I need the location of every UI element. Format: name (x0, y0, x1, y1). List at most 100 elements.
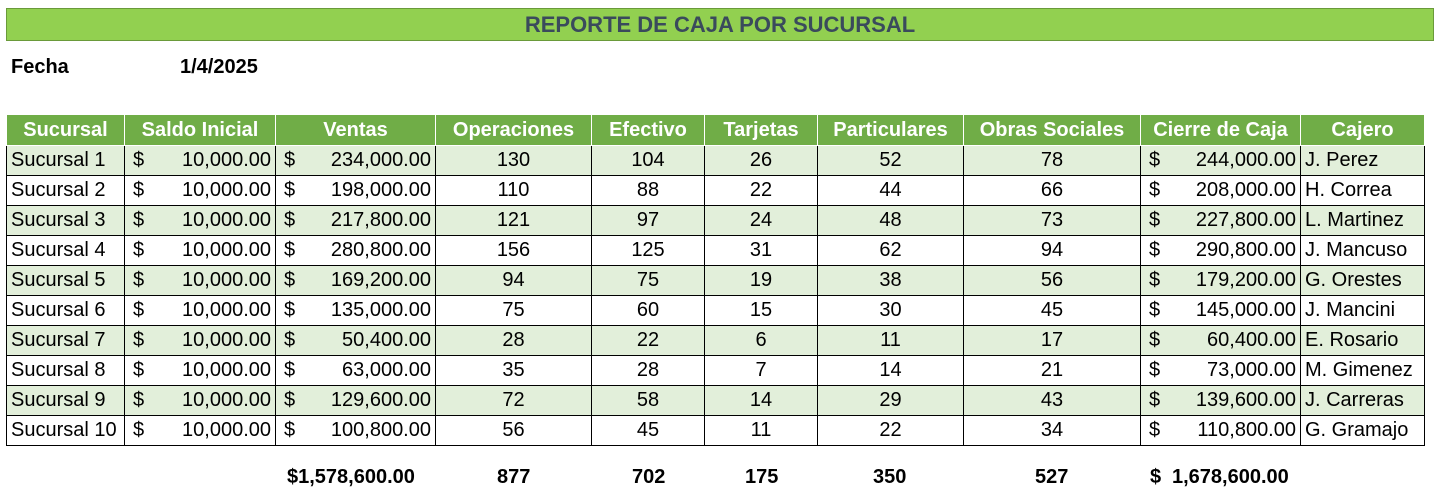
cell-obras[interactable]: 56 (963, 265, 1141, 296)
cell-saldo[interactable]: $10,000.00 (124, 385, 276, 416)
cell-tarjetas[interactable]: 7 (704, 355, 818, 386)
cell-particulares[interactable]: 30 (817, 295, 964, 326)
cell-cierre[interactable]: $227,800.00 (1140, 205, 1301, 236)
cell-efectivo[interactable]: 58 (591, 385, 705, 416)
cell-sucursal[interactable]: Sucursal 5 (6, 265, 125, 296)
total-ventas[interactable]: $1,578,600.00 (287, 466, 415, 488)
cell-tarjetas[interactable]: 15 (704, 295, 818, 326)
header-cell[interactable]: Saldo Inicial (124, 114, 276, 146)
cell-sucursal[interactable]: Sucursal 8 (6, 355, 125, 386)
cell-sucursal[interactable]: Sucursal 1 (6, 145, 125, 176)
cell-saldo[interactable]: $10,000.00 (124, 325, 276, 356)
total-tarjetas[interactable]: 175 (745, 466, 779, 488)
cell-operaciones[interactable]: 56 (435, 415, 592, 446)
cell-cajero[interactable]: G. Gramajo (1300, 415, 1425, 446)
cell-particulares[interactable]: 44 (817, 175, 964, 206)
cell-saldo[interactable]: $10,000.00 (124, 205, 276, 236)
cell-tarjetas[interactable]: 19 (704, 265, 818, 296)
cell-saldo[interactable]: $10,000.00 (124, 295, 276, 326)
cell-cajero[interactable]: M. Gimenez (1300, 355, 1425, 386)
header-cell[interactable]: Particulares (817, 114, 964, 146)
cell-cierre[interactable]: $110,800.00 (1140, 415, 1301, 446)
cell-efectivo[interactable]: 45 (591, 415, 705, 446)
cell-saldo[interactable]: $10,000.00 (124, 415, 276, 446)
cell-tarjetas[interactable]: 31 (704, 235, 818, 266)
cell-particulares[interactable]: 52 (817, 145, 964, 176)
cell-particulares[interactable]: 48 (817, 205, 964, 236)
cell-cierre[interactable]: $73,000.00 (1140, 355, 1301, 386)
total-particulares[interactable]: 350 (873, 466, 907, 488)
cell-sucursal[interactable]: Sucursal 7 (6, 325, 125, 356)
cell-cierre[interactable]: $179,200.00 (1140, 265, 1301, 296)
total-cierre-symbol[interactable]: $ (1150, 466, 1162, 488)
cell-operaciones[interactable]: 121 (435, 205, 592, 236)
cell-tarjetas[interactable]: 24 (704, 205, 818, 236)
cell-ventas[interactable]: $234,000.00 (275, 145, 436, 176)
cell-operaciones[interactable]: 94 (435, 265, 592, 296)
cell-particulares[interactable]: 22 (817, 415, 964, 446)
cell-tarjetas[interactable]: 14 (704, 385, 818, 416)
cell-ventas[interactable]: $100,800.00 (275, 415, 436, 446)
cell-cajero[interactable]: J. Carreras (1300, 385, 1425, 416)
cell-cajero[interactable]: E. Rosario (1300, 325, 1425, 356)
cell-operaciones[interactable]: 130 (435, 145, 592, 176)
cell-efectivo[interactable]: 104 (591, 145, 705, 176)
cell-efectivo[interactable]: 60 (591, 295, 705, 326)
cell-cajero[interactable]: G. Orestes (1300, 265, 1425, 296)
header-cell[interactable]: Efectivo (591, 114, 705, 146)
total-cierre[interactable]: 1,678,600.00 (1172, 466, 1289, 488)
cell-obras[interactable]: 21 (963, 355, 1141, 386)
total-efectivo[interactable]: 702 (632, 466, 666, 488)
header-cell[interactable]: Operaciones (435, 114, 592, 146)
cell-obras[interactable]: 34 (963, 415, 1141, 446)
cell-efectivo[interactable]: 88 (591, 175, 705, 206)
cell-ventas[interactable]: $129,600.00 (275, 385, 436, 416)
cell-obras[interactable]: 66 (963, 175, 1141, 206)
cell-saldo[interactable]: $10,000.00 (124, 355, 276, 386)
cell-operaciones[interactable]: 75 (435, 295, 592, 326)
cell-operaciones[interactable]: 35 (435, 355, 592, 386)
fecha-value[interactable]: 1/4/2025 (180, 56, 258, 78)
cell-sucursal[interactable]: Sucursal 9 (6, 385, 125, 416)
cell-saldo[interactable]: $10,000.00 (124, 235, 276, 266)
cell-tarjetas[interactable]: 22 (704, 175, 818, 206)
cell-ventas[interactable]: $280,800.00 (275, 235, 436, 266)
cell-cierre[interactable]: $290,800.00 (1140, 235, 1301, 266)
cell-operaciones[interactable]: 110 (435, 175, 592, 206)
cell-ventas[interactable]: $50,400.00 (275, 325, 436, 356)
cell-ventas[interactable]: $63,000.00 (275, 355, 436, 386)
cell-sucursal[interactable]: Sucursal 2 (6, 175, 125, 206)
header-cell[interactable]: Cierre de Caja (1140, 114, 1301, 146)
cell-cajero[interactable]: L. Martinez (1300, 205, 1425, 236)
cell-efectivo[interactable]: 97 (591, 205, 705, 236)
cell-tarjetas[interactable]: 11 (704, 415, 818, 446)
header-cell[interactable]: Obras Sociales (963, 114, 1141, 146)
cell-sucursal[interactable]: Sucursal 4 (6, 235, 125, 266)
cell-saldo[interactable]: $10,000.00 (124, 175, 276, 206)
cell-obras[interactable]: 78 (963, 145, 1141, 176)
cell-obras[interactable]: 43 (963, 385, 1141, 416)
cell-efectivo[interactable]: 22 (591, 325, 705, 356)
cell-operaciones[interactable]: 28 (435, 325, 592, 356)
cell-saldo[interactable]: $10,000.00 (124, 265, 276, 296)
cell-efectivo[interactable]: 125 (591, 235, 705, 266)
cell-cajero[interactable]: J. Perez (1300, 145, 1425, 176)
cell-particulares[interactable]: 38 (817, 265, 964, 296)
cell-cierre[interactable]: $244,000.00 (1140, 145, 1301, 176)
cell-sucursal[interactable]: Sucursal 10 (6, 415, 125, 446)
total-operaciones[interactable]: 877 (497, 466, 531, 488)
cell-ventas[interactable]: $169,200.00 (275, 265, 436, 296)
header-cell[interactable]: Cajero (1300, 114, 1425, 146)
cell-cajero[interactable]: J. Mancini (1300, 295, 1425, 326)
cell-operaciones[interactable]: 72 (435, 385, 592, 416)
cell-obras[interactable]: 45 (963, 295, 1141, 326)
cell-cajero[interactable]: J. Mancuso (1300, 235, 1425, 266)
cell-efectivo[interactable]: 28 (591, 355, 705, 386)
cell-sucursal[interactable]: Sucursal 6 (6, 295, 125, 326)
cell-saldo[interactable]: $10,000.00 (124, 145, 276, 176)
cell-particulares[interactable]: 62 (817, 235, 964, 266)
header-cell[interactable]: Ventas (275, 114, 436, 146)
cell-operaciones[interactable]: 156 (435, 235, 592, 266)
cell-ventas[interactable]: $135,000.00 (275, 295, 436, 326)
cell-ventas[interactable]: $217,800.00 (275, 205, 436, 236)
